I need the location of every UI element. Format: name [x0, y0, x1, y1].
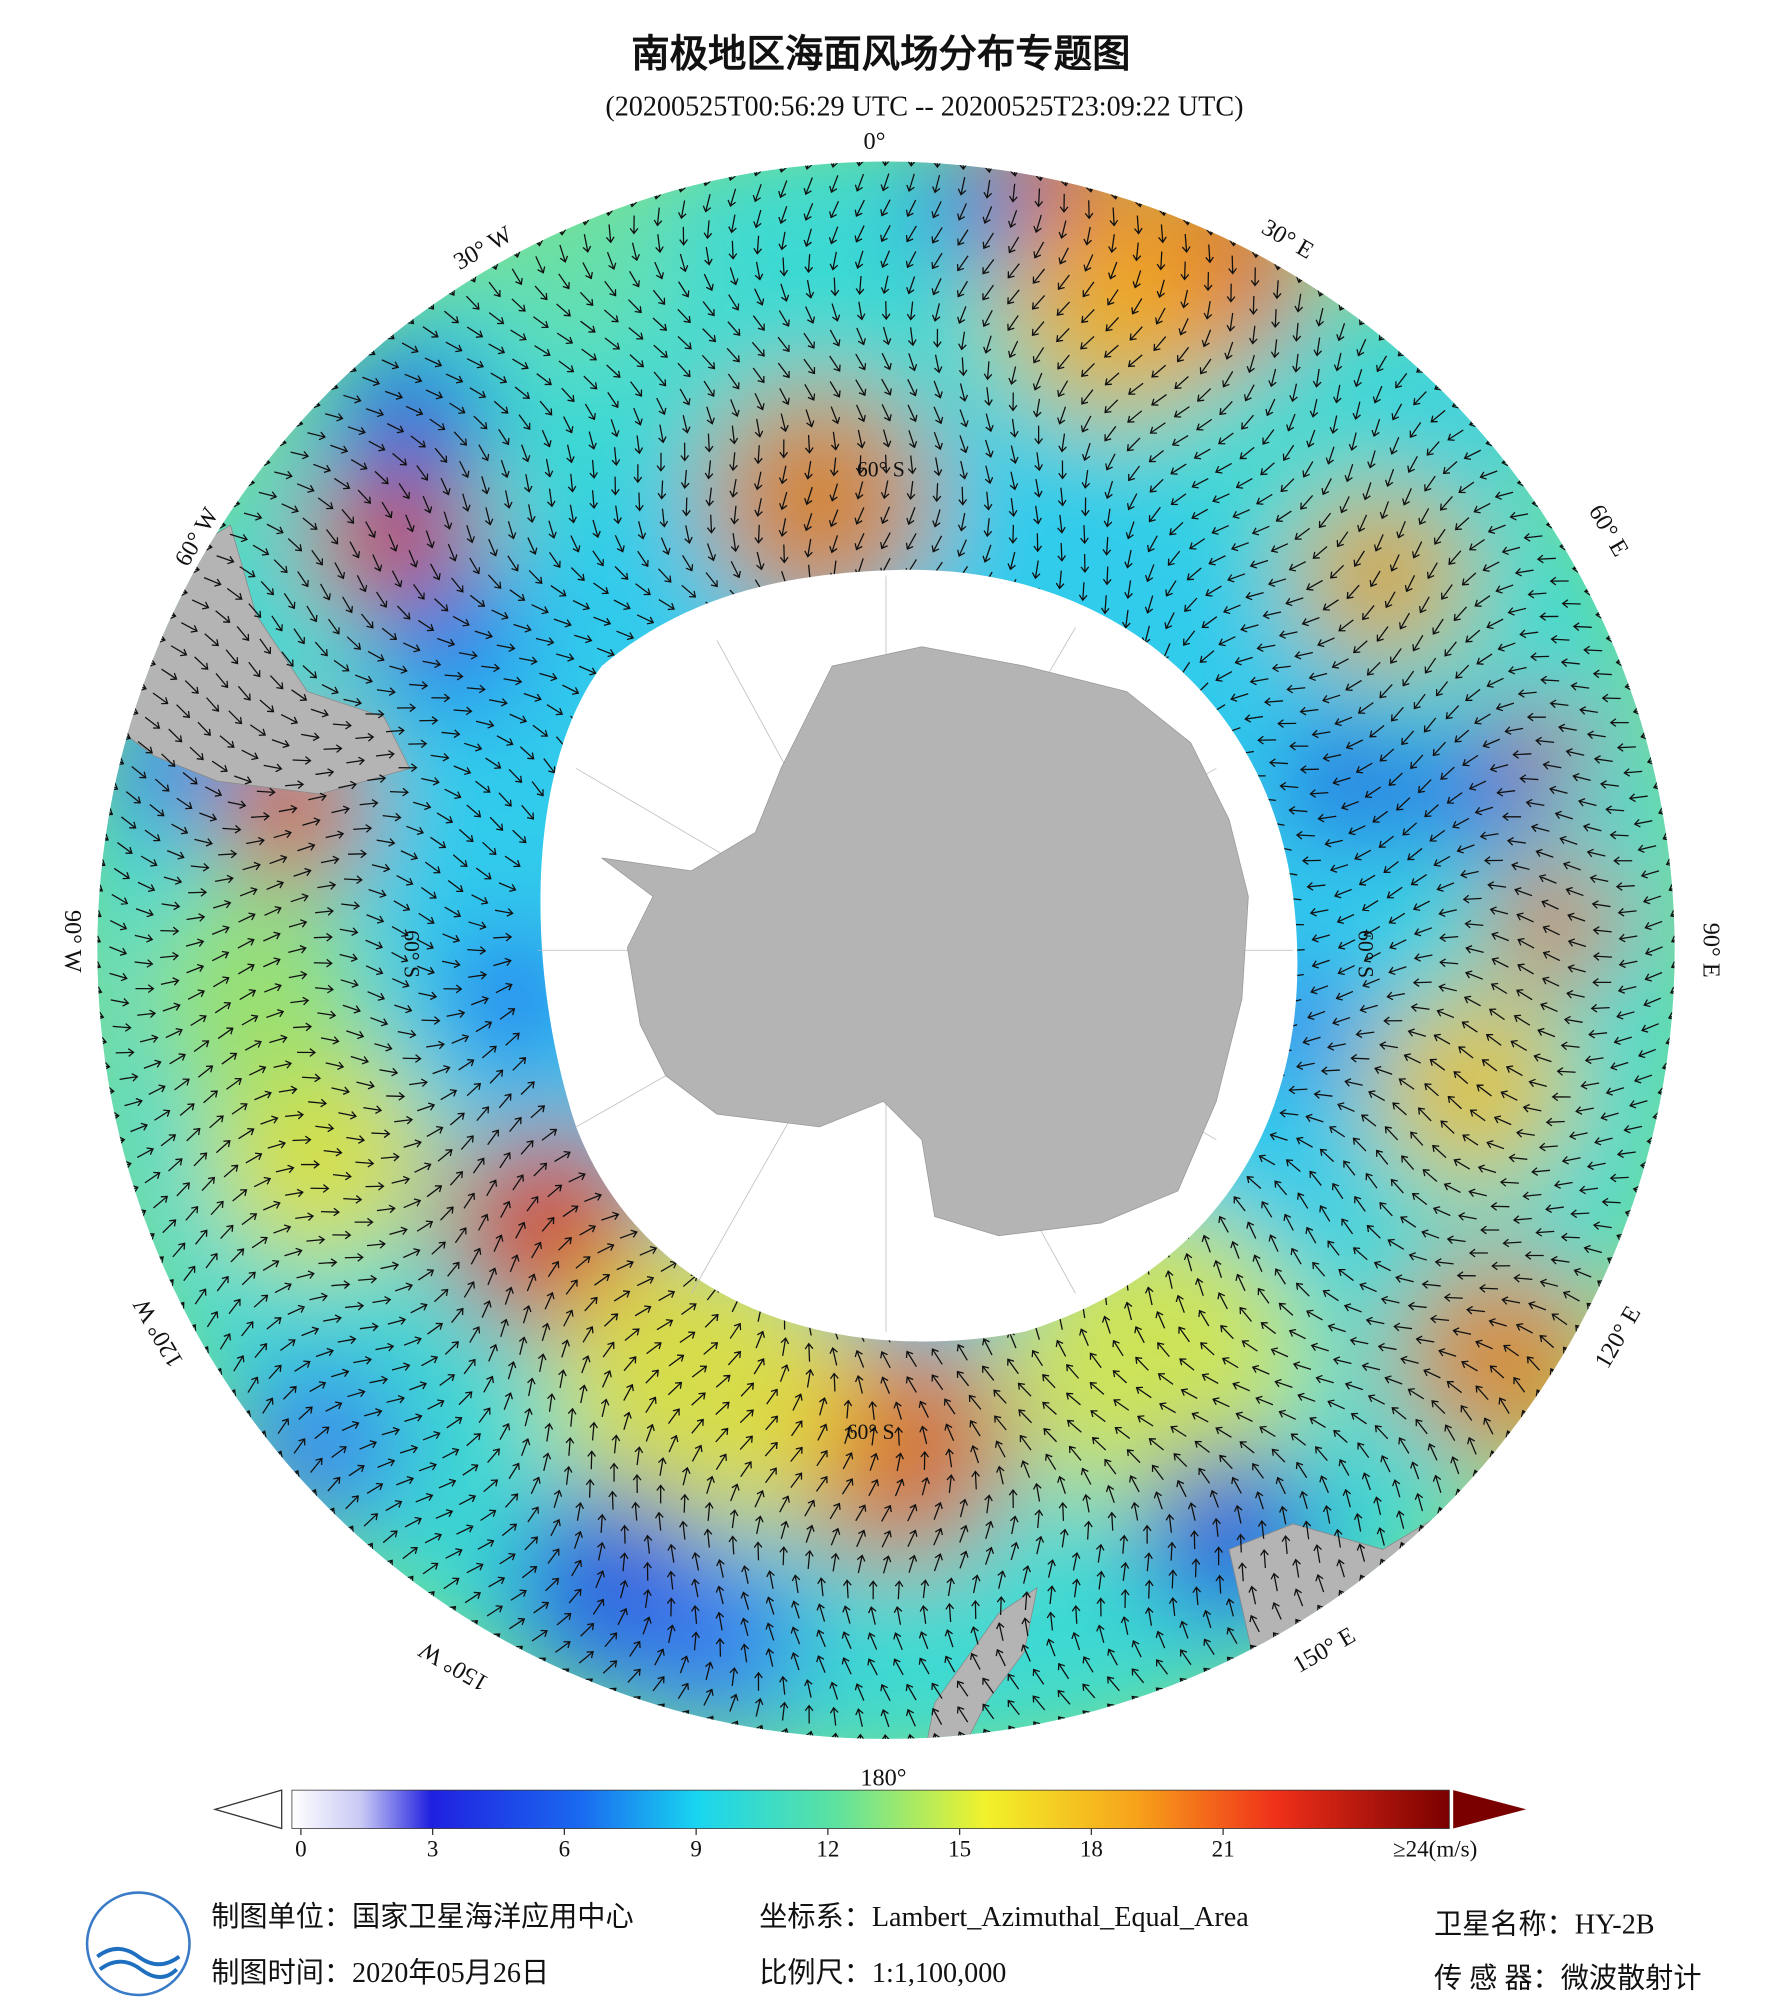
speed-blob	[1491, 858, 1620, 987]
parallel-label: 60° S	[1354, 930, 1378, 978]
map-title: 南极地区海面风场分布专题图	[631, 33, 1130, 76]
footer-sensor: 传 感 器：微波散射计	[1434, 1962, 1702, 1994]
map-subtitle: (20200525T00:56:29 UTC -- 20200525T23:09…	[605, 91, 1243, 122]
speed-blob	[909, 161, 1038, 270]
speed-blob	[704, 384, 935, 615]
parallel-label: 60° S	[400, 930, 424, 978]
colorbar-tick-label: 12	[816, 1836, 839, 1862]
colorbar-max-label: ≥24(m/s)	[1393, 1836, 1477, 1862]
speed-blob	[1395, 1254, 1601, 1460]
footer: 制图单位：国家卫星海洋应用中心 制图时间：2020年05月26日 坐标系：Lam…	[85, 1891, 1702, 1997]
meridian-label: 30° E	[1257, 214, 1318, 265]
colorbar-tick-label: 6	[559, 1836, 571, 1862]
speed-blob	[1280, 717, 1409, 846]
speed-blob	[140, 883, 372, 1115]
colorbar: 0 3 6 9 12 15 18 21 ≥24(m/s)	[212, 1789, 1527, 1862]
speed-blob	[371, 563, 525, 718]
colorbar-min-arrow	[212, 1789, 283, 1830]
colorbar-tick-label: 18	[1080, 1836, 1103, 1862]
logo-waves	[96, 1946, 181, 1979]
meridian-label: 120° E	[1590, 1301, 1647, 1373]
footer-scale: 比例尺：1:1,100,000	[759, 1957, 1006, 1989]
meridian-label: 180°	[860, 1764, 906, 1791]
speed-blob	[1293, 486, 1473, 666]
meridian-label: 120° W	[128, 1294, 189, 1372]
speed-blob	[1369, 281, 1575, 487]
speed-blob	[1369, 986, 1575, 1191]
speed-blob	[1408, 730, 1537, 859]
wind-field	[97, 161, 1675, 1739]
colorbar-tick-label: 0	[295, 1836, 307, 1862]
colorbar-tick-label: 21	[1212, 1836, 1235, 1862]
colorbar-tick-label: 3	[427, 1836, 439, 1862]
footer-date: 制图时间：2020年05月26日	[211, 1957, 549, 1989]
meridian-label: 90° W	[59, 910, 86, 973]
colorbar-max-arrow	[1453, 1790, 1527, 1829]
footer-unit: 制图单位：国家卫星海洋应用中心	[211, 1901, 633, 1933]
wind-arrows	[97, 161, 1675, 1739]
parallel-label: 60° S	[847, 1420, 895, 1444]
antarctica	[601, 646, 1249, 1237]
speed-blob	[230, 1357, 410, 1537]
logo	[85, 1891, 191, 1997]
speed-blob	[332, 345, 487, 500]
meridian-label: 150° E	[1288, 1622, 1360, 1679]
parallel-label: 60° S	[857, 457, 905, 481]
colorbar-bar	[291, 1789, 1450, 1829]
meridian-label: 0°	[864, 128, 886, 155]
meridian-label: 150° W	[414, 1636, 492, 1697]
meridian-label: 90° E	[1698, 923, 1725, 978]
speed-blob	[998, 192, 1230, 423]
footer-crs: 坐标系：Lambert_Azimuthal_Equal_Area	[759, 1901, 1249, 1933]
footer-satellite: 卫星名称：HY-2B	[1434, 1909, 1655, 1941]
speed-blob	[627, 1549, 807, 1729]
speed-blob	[473, 161, 679, 359]
colorbar-tick-label: 9	[690, 1836, 702, 1862]
arrow-set	[97, 161, 1675, 1739]
colorbar-tick-label: 15	[948, 1836, 971, 1862]
meridian-label: 60° E	[1583, 500, 1634, 561]
